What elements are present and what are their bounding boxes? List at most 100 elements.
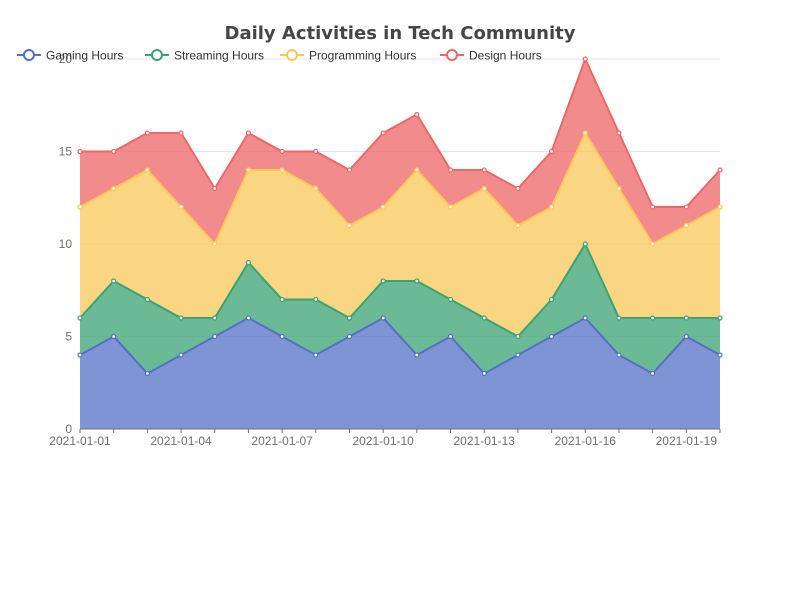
streaming-hours-point[interactable] [245,259,252,266]
streaming-hours-point[interactable] [144,296,150,303]
design-hours-point[interactable] [245,130,252,136]
gaming-hours-point[interactable] [77,352,83,358]
design-hours-point[interactable] [178,130,184,136]
design-hours-point[interactable] [548,148,555,155]
gaming-hours-line [79,316,721,375]
streaming-hours-point[interactable] [212,315,218,321]
programming-hours-line [79,130,721,246]
gaming-hours-point[interactable] [515,352,521,358]
legend-label: Design Hours [469,49,542,63]
design-hours-point[interactable] [515,185,521,192]
legend[interactable]: Gaming Hours Streaming Hours Programming H… [17,49,542,63]
gaming-hours-point[interactable] [245,315,252,321]
streaming-hours-point[interactable] [111,278,117,284]
streaming-hours-point[interactable] [313,296,319,303]
streaming-hours-point[interactable] [279,296,285,303]
legend-item-programming-hours[interactable]: Programming Hours [280,49,416,63]
streaming-hours-point[interactable] [481,315,487,321]
streaming-hours-point[interactable] [650,315,656,321]
gaming-hours-point[interactable] [447,333,454,340]
programming-hours-point[interactable] [717,204,723,210]
streaming-hours-line [79,241,720,338]
y-tick-label: 0 [65,422,72,436]
streaming-hours-point[interactable] [414,278,420,284]
streaming-hours-point[interactable] [717,315,723,321]
legend-item-streaming-hours[interactable]: Streaming Hours [145,49,264,63]
legend-item-gaming-hours[interactable]: Gaming Hours [17,49,123,63]
streaming-hours-point[interactable] [548,296,555,303]
programming-hours-point[interactable] [447,204,454,210]
design-hours-point[interactable] [279,148,285,155]
gaming-hours-point[interactable] [111,333,117,340]
programming-hours-point[interactable] [212,241,218,247]
programming-hours-point[interactable] [77,204,83,210]
x-tick-label: 2021-01-04 [150,434,212,448]
programming-hours-point[interactable] [515,222,521,229]
gaming-hours-area [80,318,720,429]
programming-hours-point[interactable] [313,185,319,192]
design-hours-point[interactable] [313,148,319,155]
programming-hours-point[interactable] [380,204,386,210]
design-hours-line [80,56,721,208]
programming-hours-point[interactable] [245,167,252,173]
axes: 0 5 10 15 20 2021-01-01 2021-01-04 2021-01-07 20… [49,52,721,448]
programming-hours-point[interactable] [111,185,117,192]
legend-label: Streaming Hours [174,49,264,63]
programming-hours-point[interactable] [683,222,689,229]
design-hours-point[interactable] [414,111,420,118]
programming-hours-point[interactable] [346,222,353,229]
series-lines [79,56,721,375]
design-hours-point[interactable] [111,148,117,155]
x-tick-label: 2021-01-01 [49,434,111,448]
design-hours-point[interactable] [582,56,588,62]
gaming-hours-point[interactable] [346,333,353,340]
programming-hours-point[interactable] [548,204,555,210]
design-hours-point[interactable] [447,167,454,173]
gaming-hours-point[interactable] [279,333,285,340]
streaming-hours-point[interactable] [447,296,454,303]
programming-hours-point[interactable] [144,167,150,173]
streaming-hours-point[interactable] [582,241,588,247]
design-hours-point[interactable] [481,167,487,173]
streaming-hours-point[interactable] [380,278,386,284]
design-hours-point[interactable] [346,167,353,173]
streaming-hours-point[interactable] [178,315,184,321]
programming-hours-point[interactable] [582,130,588,136]
design-hours-point[interactable] [683,204,689,210]
programming-hours-point[interactable] [481,185,487,192]
design-hours-point[interactable] [650,204,656,210]
streaming-hours-point[interactable] [346,315,353,321]
streaming-hours-point[interactable] [616,315,622,321]
streaming-hours-point[interactable] [515,333,521,340]
gaming-hours-point[interactable] [414,352,420,358]
programming-hours-point[interactable] [650,241,656,247]
legend-item-design-hours[interactable]: Design Hours [440,49,542,63]
design-hours-point[interactable] [380,130,386,136]
programming-hours-point[interactable] [414,167,420,173]
legend-circle-marker [446,49,458,61]
gaming-hours-point[interactable] [548,333,555,340]
streaming-hours-point[interactable] [77,315,83,321]
gaming-hours-point[interactable] [650,370,656,377]
design-hours-point[interactable] [77,148,83,155]
programming-hours-point[interactable] [279,167,285,173]
gaming-hours-point[interactable] [212,333,218,340]
gaming-hours-point[interactable] [582,315,588,321]
streaming-hours-point[interactable] [683,315,689,321]
design-hours-point[interactable] [616,130,622,136]
design-hours-point[interactable] [212,185,218,192]
gaming-hours-point[interactable] [144,370,150,377]
x-tick-label: 2021-01-07 [251,434,313,448]
y-tick-label: 10 [59,237,73,251]
gaming-hours-point[interactable] [178,352,184,358]
design-hours-point[interactable] [144,130,150,136]
gaming-hours-point[interactable] [313,352,319,358]
gaming-hours-point[interactable] [616,352,622,358]
gaming-hours-point[interactable] [717,352,723,358]
programming-hours-point[interactable] [616,185,622,192]
gaming-hours-point[interactable] [380,315,386,321]
programming-hours-point[interactable] [178,204,184,210]
gaming-hours-point[interactable] [481,370,487,377]
design-hours-point[interactable] [717,167,723,173]
gaming-hours-point[interactable] [683,333,689,340]
